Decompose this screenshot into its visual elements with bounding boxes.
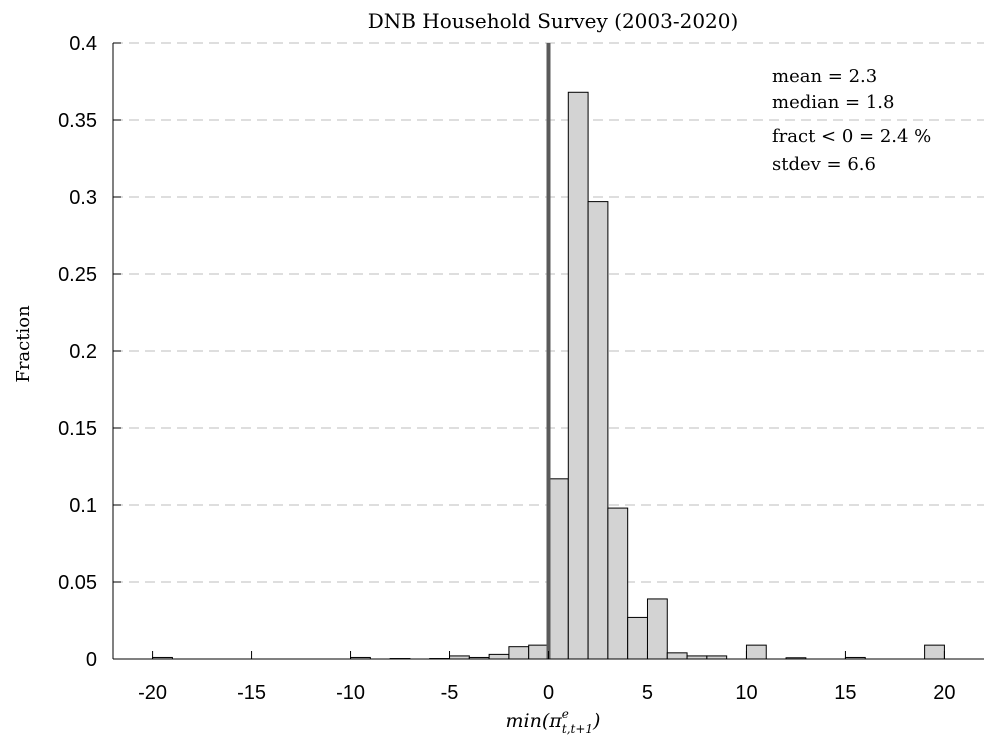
y-tick-label-6: 0.3 (69, 187, 97, 209)
histogram-bar-22 (587, 201, 609, 660)
histogram-bar-17 (488, 653, 510, 660)
histogram-bar-19 (528, 644, 549, 660)
histogram-bar-26 (666, 652, 688, 660)
x-axis-label-close: ) (592, 710, 600, 732)
x-axis-label-sup: e (562, 707, 569, 721)
annotation-mean: mean = 2.3 (772, 66, 877, 87)
y-tick-label-4: 0.2 (69, 341, 97, 363)
histogram-bar-20 (548, 478, 569, 660)
chart-title: DNB Household Survey (2003-2020) (368, 9, 739, 33)
y-tick-label-3: 0.15 (58, 418, 97, 440)
x-tick-label-7: 15 (834, 682, 856, 704)
x-tick-label-1: -15 (237, 682, 266, 704)
y-tick-label-0: 0 (86, 649, 97, 671)
y-axis-label: Fraction (13, 305, 34, 383)
histogram-bar-18 (508, 646, 530, 660)
x-axis-label-base: min(π (506, 710, 563, 732)
x-tick-label-6: 10 (735, 682, 757, 704)
y-axis-ticks: 0 0.05 0.1 0.15 0.2 0.25 0.3 0.35 0.4 (58, 33, 121, 671)
stats-annotation: mean = 2.3 median = 1.8 fract < 0 = 2.4 … (772, 66, 931, 175)
histogram-bar-25 (646, 598, 668, 660)
annotation-fraction-negative: fract < 0 = 2.4 % (772, 126, 931, 147)
histogram-bar-23 (607, 507, 629, 660)
x-axis-label-sub: t,t+1 (562, 722, 593, 736)
y-tick-label-5: 0.25 (58, 264, 97, 286)
annotation-stdev: stdev = 6.6 (772, 154, 876, 175)
x-axis-ticks: -20 -15 -10 -5 0 5 10 15 20 (138, 651, 956, 704)
x-axis-label: min(πe t,t+1) (506, 707, 601, 736)
y-tick-label-1: 0.05 (58, 572, 97, 594)
x-tick-label-4: 0 (543, 682, 554, 704)
x-tick-label-3: -5 (441, 682, 459, 704)
y-tick-label-2: 0.1 (69, 495, 97, 517)
histogram-bar-24 (627, 616, 648, 660)
histogram-bar-30 (745, 644, 767, 660)
histogram-bar-21 (567, 91, 589, 660)
annotation-median: median = 1.8 (772, 92, 894, 113)
histogram-bars (152, 91, 945, 660)
x-tick-label-2: -10 (336, 682, 365, 704)
y-tick-label-8: 0.4 (69, 33, 97, 55)
histogram-bar-39 (924, 644, 945, 660)
y-tick-label-7: 0.35 (58, 110, 97, 132)
x-tick-label-8: 20 (933, 682, 955, 704)
x-tick-label-0: -20 (138, 682, 167, 704)
x-tick-label-5: 5 (642, 682, 653, 704)
